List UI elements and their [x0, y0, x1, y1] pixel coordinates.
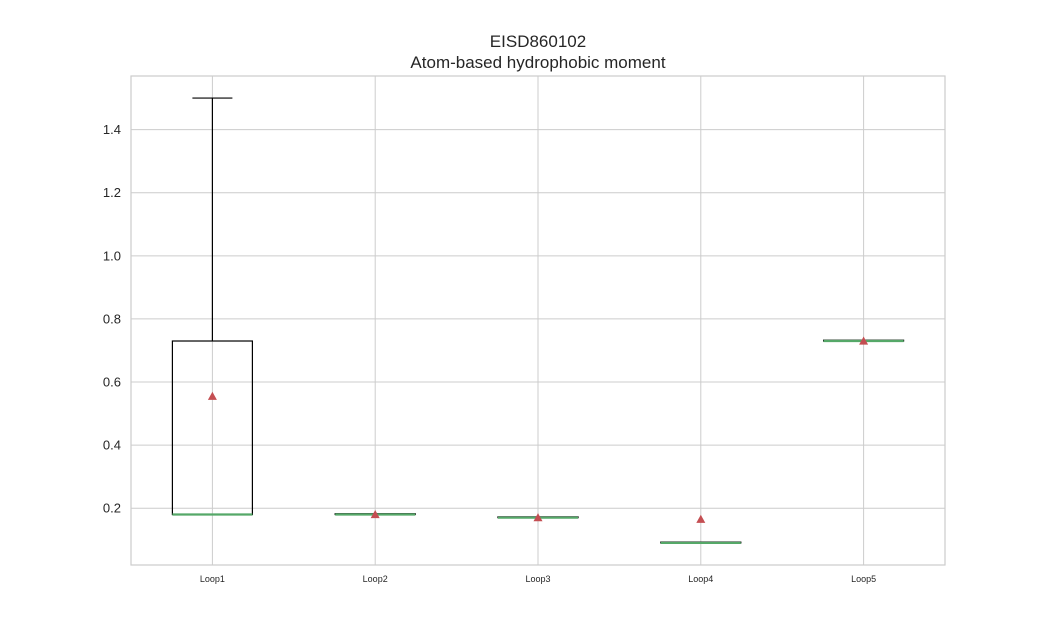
mean-marker [696, 514, 706, 523]
chart-title: EISD860102 [490, 32, 586, 51]
grid [131, 76, 945, 565]
box-loop1 [171, 97, 253, 516]
plot-frame [130, 75, 946, 566]
y-tick-label: 1.2 [103, 185, 121, 200]
tick-labels: 0.2 0.4 0.6 0.8 1.0 1.2 1.4 Loop1 Loop2 Loop3 Loop… [103, 122, 876, 584]
y-tick-label: 0.2 [103, 501, 121, 516]
mean-marker [859, 336, 869, 345]
y-tick-label: 0.6 [103, 375, 121, 390]
y-tick-label: 1.0 [103, 248, 121, 263]
x-tick-label: Loop3 [525, 574, 550, 584]
y-tick-label: 1.4 [103, 122, 121, 137]
x-tick-label: Loop5 [851, 574, 876, 584]
x-tick-label: Loop2 [363, 574, 388, 584]
y-tick-label: 0.4 [103, 438, 121, 453]
y-tick-label: 0.8 [103, 311, 121, 326]
box-loop2 [334, 510, 416, 519]
chart-subtitle: Atom-based hydrophobic moment [410, 53, 665, 72]
mean-marker [370, 510, 380, 519]
x-tick-label: Loop1 [200, 574, 225, 584]
box-loop5 [822, 336, 905, 345]
box-loop3 [497, 513, 579, 522]
boxes [171, 97, 905, 545]
box-loop4 [660, 514, 742, 545]
mean-marker [207, 391, 217, 400]
x-tick-label: Loop4 [688, 574, 713, 584]
mean-marker [533, 513, 543, 522]
